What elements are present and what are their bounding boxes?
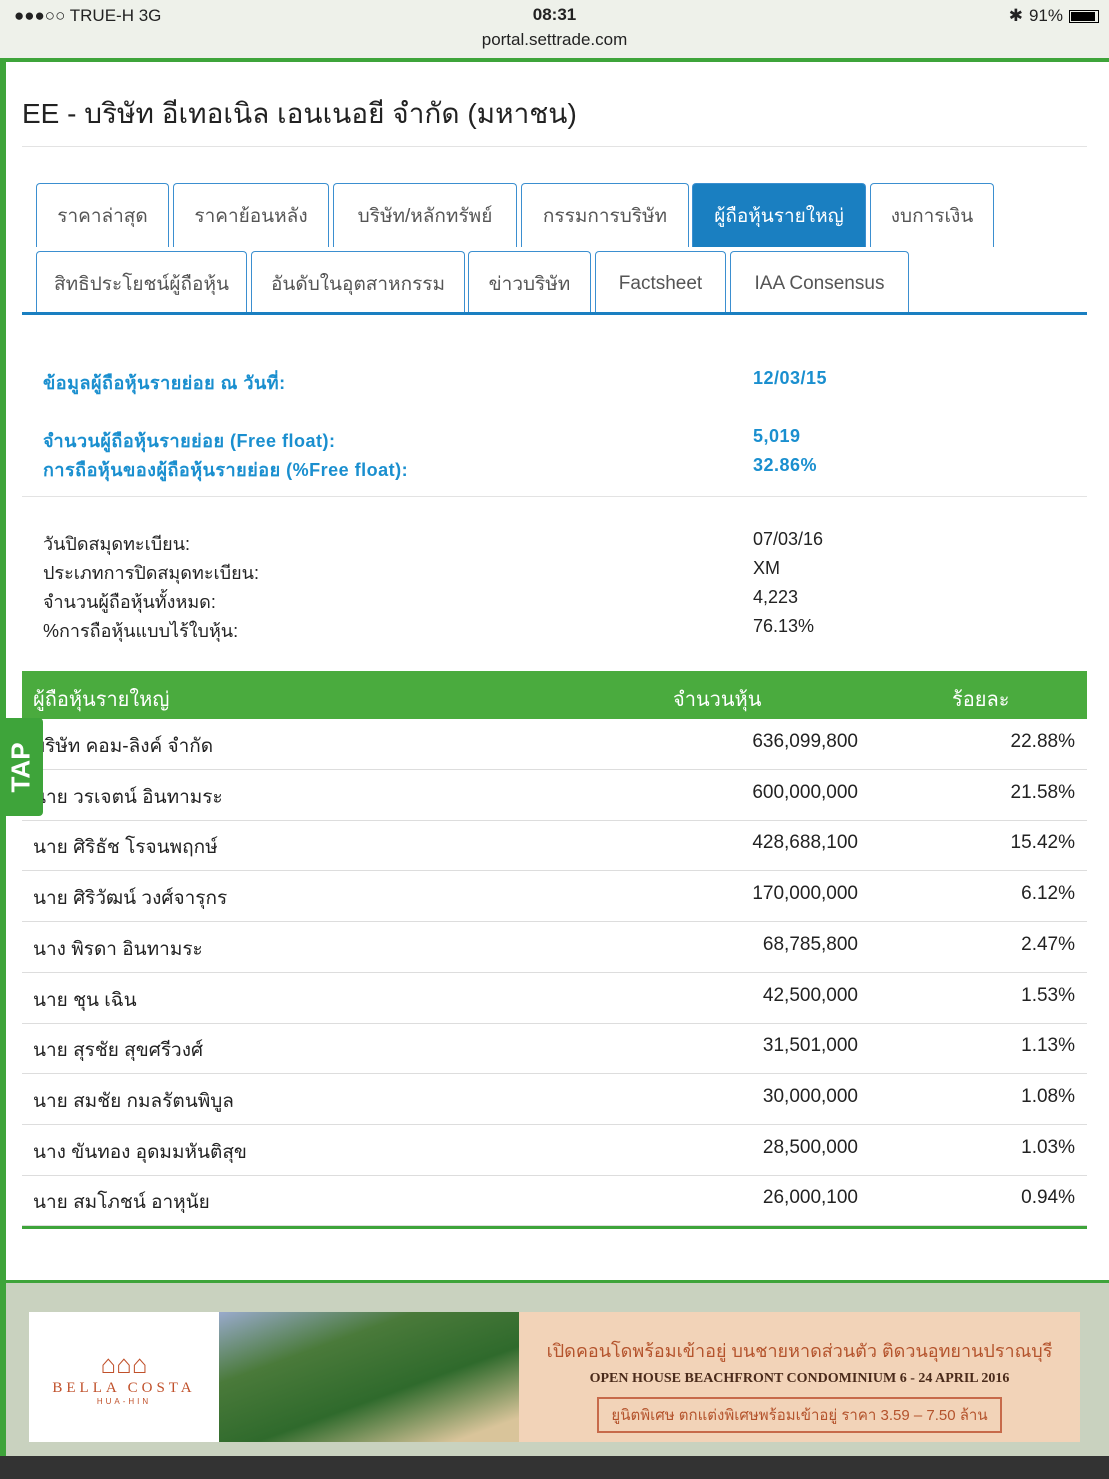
book-close-date-value: 07/03/16 [753, 529, 824, 549]
table-row: นาย ชุน เฉิน 42,500,000 1.53% [22, 973, 1087, 1024]
table-row: นาง ขันทอง อุดมมหันติสุข 28,500,000 1.03% [22, 1125, 1087, 1176]
table-header: ผู้ถือหุ้นรายใหญ่ จำนวนหุ้น ร้อยละ [22, 671, 1087, 719]
tab-iaa-consensus[interactable]: IAA Consensus [730, 251, 909, 315]
book-close-type-value: XM [753, 558, 780, 578]
battery-percent: 91% [1028, 6, 1063, 25]
tab-financials[interactable]: งบการเงิน [870, 183, 994, 247]
status-bar: ●●●○○ TRUE-H 3G 08:31 portal.settrade.co… [0, 0, 1109, 58]
table-row: บริษัท คอม-ลิงค์ จำกัด 636,099,800 22.88% [22, 719, 1087, 770]
tab-directors[interactable]: กรรมการบริษัท [521, 183, 689, 247]
holder-name: นาย ศิริธัช โรจนพฤกษ์ [33, 837, 218, 859]
holder-name: นาย สมโภชน์ อาหุนัย [33, 1192, 210, 1214]
table-row: นาง พิรดา อินทามระ 68,785,800 2.47% [22, 922, 1087, 973]
share-count: 31,501,000 [762, 1035, 858, 1057]
share-count: 170,000,000 [752, 883, 858, 905]
ad-photo [219, 1312, 519, 1442]
holder-name: นาย ศิริวัฒน์ วงศ์จารุกร [33, 888, 228, 910]
share-count: 28,500,000 [762, 1136, 858, 1158]
share-count: 30,000,000 [762, 1085, 858, 1107]
share-percent: 1.08% [1021, 1085, 1075, 1107]
tab-historical-price[interactable]: ราคาย้อนหลัง [173, 183, 329, 247]
bluetooth-icon: ✱ [1008, 6, 1023, 25]
share-count: 68,785,800 [762, 933, 858, 955]
freefloat-count-value: 5,019 [753, 426, 801, 446]
ad-line1: เปิดคอนโดพร้อมเข้าอยู่ บนชายหาดส่วนตัว ต… [546, 1341, 1053, 1361]
share-percent: 15.42% [1010, 832, 1075, 854]
header-shares: จำนวนหุ้น [673, 689, 762, 711]
share-percent: 2.47% [1021, 933, 1075, 955]
header-holder: ผู้ถือหุ้นรายใหญ่ [33, 689, 170, 711]
scripless-value: 76.13% [753, 616, 815, 636]
freefloat-count-label: จำนวนผู้ถือหุ้นรายย่อย (Free float): [43, 431, 336, 451]
ad-line3: ยูนิตพิเศษ ตกแต่งพิเศษพร้อมเข้าอยู่ ราคา… [597, 1397, 1002, 1433]
url-bar[interactable]: portal.settrade.com [481, 30, 628, 49]
ad-line2: OPEN HOUSE BEACHFRONT CONDOMINIUM 6 - 24… [589, 1371, 1010, 1386]
table-row: นาย ศิริธัช โรจนพฤกษ์ 428,688,100 15.42% [22, 820, 1087, 872]
content-panel: EE - บริษัท อีเทอเนิล เอนเนอยี จำกัด (มห… [0, 58, 1109, 1280]
tab-industry-rank[interactable]: อันดับในอุตสาหกรรม [251, 251, 465, 315]
tab-rights[interactable]: สิทธิประโยชน์ผู้ถือหุ้น [36, 251, 247, 315]
share-count: 600,000,000 [752, 781, 858, 803]
tap-label: TAP [6, 741, 37, 793]
total-holders-label: จำนวนผู้ถือหุ้นทั้งหมด: [43, 592, 216, 612]
share-percent: 1.13% [1021, 1035, 1075, 1057]
ad-banner-area: ⌂⌂⌂ BELLA COSTA HUA-HIN เปิดคอนโดพร้อมเข้า… [0, 1280, 1109, 1456]
share-count: 42,500,000 [762, 984, 858, 1006]
bottom-bar [0, 1456, 1109, 1479]
tab-news[interactable]: ข่าวบริษัท [468, 251, 591, 315]
book-close-type-label: ประเภทการปิดสมุดทะเบียน: [43, 563, 259, 583]
share-count: 428,688,100 [752, 832, 858, 854]
ad-brand: BELLA COSTA [52, 1379, 196, 1396]
holder-name: นาง พิรดา อินทามระ [33, 938, 203, 960]
bella-costa-logo-icon: ⌂⌂⌂ [100, 1348, 148, 1379]
table-row: นาย สมโภชน์ อาหุนัย 26,000,100 0.94% [22, 1175, 1087, 1227]
holder-name: นาย ชุน เฉิน [33, 989, 137, 1011]
share-percent: 1.03% [1021, 1136, 1075, 1158]
freefloat-date-label: ข้อมูลผู้ถือหุ้นรายย่อย ณ วันที่: [43, 373, 286, 393]
carrier: ●●●○○ TRUE-H 3G [14, 6, 162, 25]
table-row: นาย สมชัย กมลรัตนพิบูล 30,000,000 1.08% [22, 1074, 1087, 1125]
holder-name: บริษัท คอม-ลิงค์ จำกัด [33, 736, 214, 757]
ad-sub: HUA-HIN [96, 1396, 152, 1406]
ad-banner[interactable]: ⌂⌂⌂ BELLA COSTA HUA-HIN เปิดคอนโดพร้อมเข้า… [29, 1312, 1080, 1442]
clock: 08:31 [532, 5, 577, 24]
tab-factsheet[interactable]: Factsheet [595, 251, 726, 315]
holder-name: นาง ขันทอง อุดมมหันติสุข [33, 1141, 247, 1163]
battery-icon [1069, 9, 1099, 23]
page-title: EE - บริษัท อีเทอเนิล เอนเนอยี จำกัด (มห… [22, 98, 577, 129]
tab-latest-price[interactable]: ราคาล่าสุด [36, 183, 169, 247]
share-percent: 1.53% [1021, 984, 1075, 1006]
share-count: 26,000,100 [762, 1187, 858, 1209]
share-percent: 6.12% [1021, 883, 1075, 905]
tab-major-shareholders[interactable]: ผู้ถือหุ้นรายใหญ่ [692, 183, 866, 247]
share-percent: 22.88% [1010, 731, 1075, 752]
holder-name: นาย วรเจตน์ อินทามระ [33, 786, 223, 808]
share-count: 636,099,800 [752, 731, 858, 752]
freefloat-date-value: 12/03/15 [753, 368, 828, 388]
freefloat-percent-label: การถือหุ้นของผู้ถือหุ้นรายย่อย (%Free fl… [43, 460, 409, 480]
holder-name: นาย สมชัย กมลรัตนพิบูล [33, 1090, 234, 1112]
total-holders-value: 4,223 [753, 587, 799, 607]
table-row: นาย สุรชัย สุขศรีวงศ์ 31,501,000 1.13% [22, 1023, 1087, 1075]
table-row: นาย ศิริวัฒน์ วงศ์จารุกร 170,000,000 6.12% [22, 871, 1087, 923]
scripless-label: %การถือหุ้นแบบไร้ใบหุ้น: [43, 621, 239, 641]
tap-side-button[interactable]: TAP [0, 718, 43, 816]
holder-name: นาย สุรชัย สุขศรีวงศ์ [33, 1040, 204, 1062]
header-percent: ร้อยละ [952, 689, 1010, 711]
share-percent: 21.58% [1010, 781, 1075, 803]
table-row: นาย วรเจตน์ อินทามระ 600,000,000 21.58% [22, 770, 1087, 821]
freefloat-percent-value: 32.86% [753, 455, 818, 475]
share-percent: 0.94% [1021, 1187, 1075, 1209]
tab-company[interactable]: บริษัท/หลักทรัพย์ [333, 183, 517, 247]
book-close-date-label: วันปิดสมุดทะเบียน: [43, 534, 191, 554]
